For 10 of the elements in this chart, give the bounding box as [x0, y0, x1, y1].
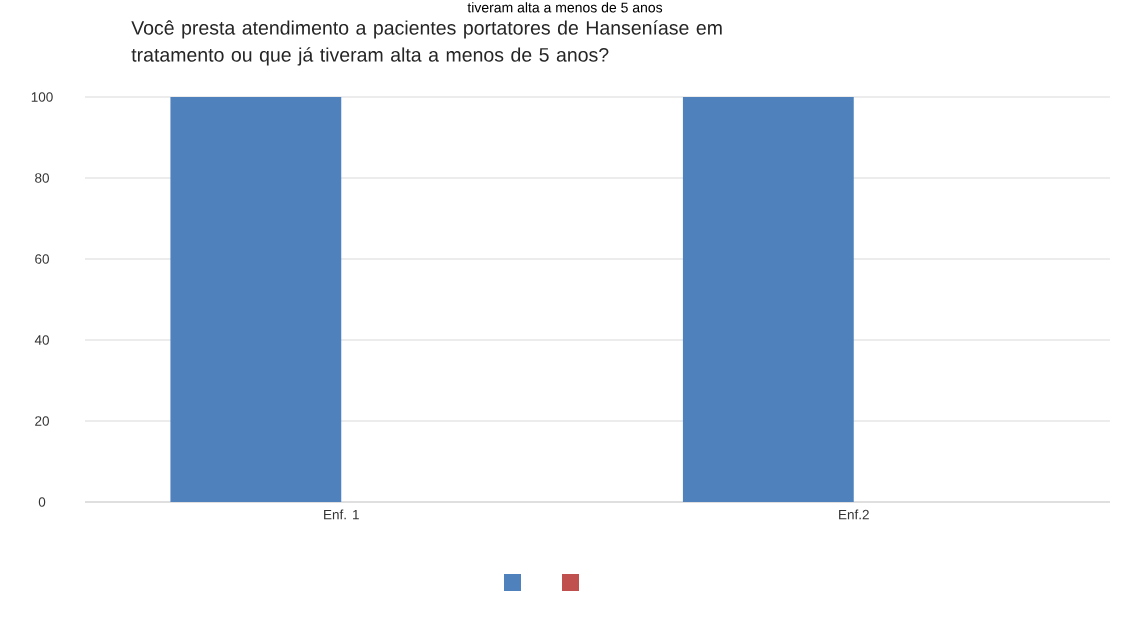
text: tiveram alta a menos de 5 anos: [467, 2, 663, 13]
y-tick-label: 60: [35, 254, 49, 264]
y-tick-label: 40: [34, 335, 49, 345]
y-tick-label: 80: [35, 173, 49, 183]
y-tick-label: 0: [38, 497, 46, 507]
x-tick-label: Enf. 1: [324, 509, 359, 520]
chart-title: Você presta atendimento a pacientes portatores de Hanseníase em tratamento ou que já tiveram alta a menos de 5 anos?: [131, 20, 722, 66]
y-tick-label: 100: [31, 92, 53, 102]
y-tick-label: 20: [35, 416, 49, 426]
x-tick-label: Enf.2: [839, 509, 869, 520]
